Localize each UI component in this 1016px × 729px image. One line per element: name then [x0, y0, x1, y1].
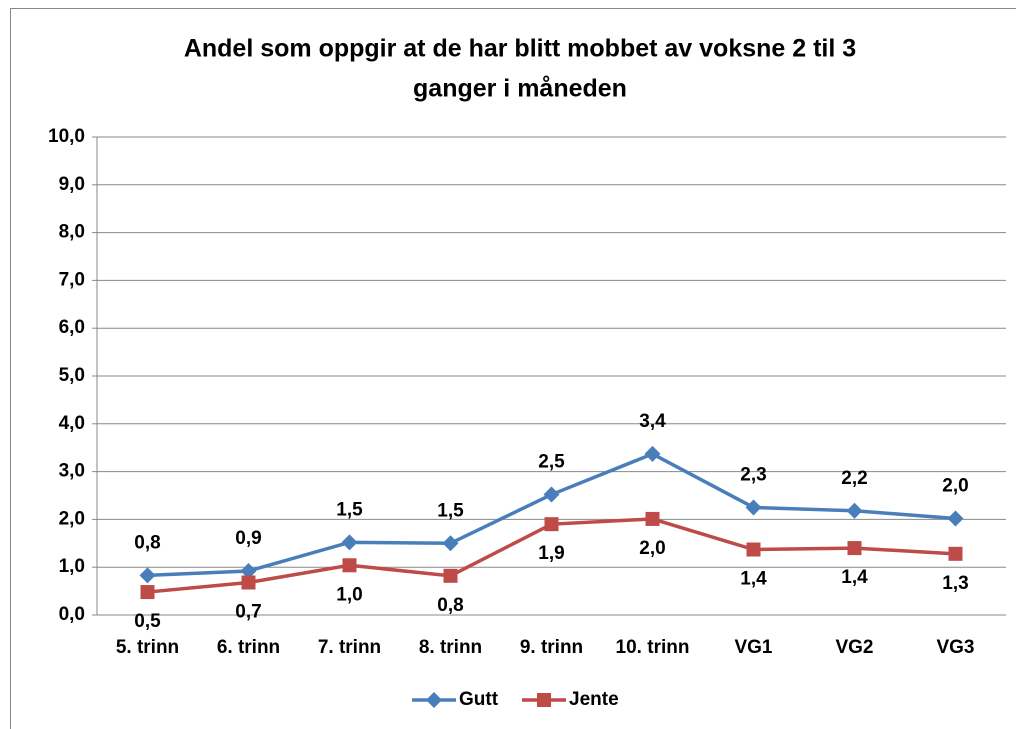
y-tick-label: 5,0	[59, 365, 85, 386]
data-label: 1,5	[437, 500, 464, 521]
data-label: 0,8	[437, 595, 463, 616]
x-tick-label: VG3	[936, 637, 974, 658]
y-tick-label: 10,0	[48, 126, 85, 147]
marker	[948, 546, 963, 561]
data-label: 2,2	[841, 468, 867, 489]
y-tick-label: 8,0	[59, 222, 85, 243]
y-tick-label: 6,0	[59, 317, 85, 338]
chart-title: ganger i måneden	[413, 75, 627, 103]
data-label: 0,8	[134, 532, 160, 553]
x-tick-label: 8. trinn	[419, 637, 482, 658]
marker	[543, 486, 560, 503]
marker	[341, 534, 358, 551]
marker	[947, 510, 964, 527]
x-tick-label: 10. trinn	[616, 637, 690, 658]
y-tick-label: 1,0	[59, 556, 85, 577]
y-tick-label: 4,0	[59, 413, 85, 434]
marker	[645, 511, 660, 526]
data-label: 2,0	[942, 475, 968, 496]
x-tick-label: VG2	[835, 637, 873, 658]
data-label: 1,5	[336, 499, 363, 520]
data-label: 0,5	[134, 611, 161, 632]
marker	[139, 567, 156, 584]
marker	[745, 499, 762, 516]
legend-label: Jente	[569, 689, 619, 710]
x-tick-label: 9. trinn	[520, 637, 583, 658]
marker	[443, 568, 458, 583]
marker	[846, 502, 863, 519]
data-label: 1,9	[538, 543, 564, 564]
y-tick-label: 3,0	[59, 461, 85, 482]
data-label: 0,9	[235, 528, 261, 549]
x-tick-label: 6. trinn	[217, 637, 280, 658]
chart-frame	[10, 8, 1016, 729]
x-tick-label: 5. trinn	[116, 637, 179, 658]
y-tick-label: 2,0	[59, 508, 85, 529]
marker	[426, 692, 442, 708]
legend-label: Gutt	[459, 689, 499, 710]
y-tick-label: 7,0	[59, 269, 85, 290]
data-label: 2,3	[740, 464, 766, 485]
y-tick-label: 9,0	[59, 174, 85, 195]
marker	[342, 558, 357, 573]
data-label: 1,4	[841, 567, 868, 588]
x-tick-label: VG1	[734, 637, 772, 658]
data-label: 1,3	[942, 573, 968, 594]
data-label: 1,0	[336, 584, 362, 605]
data-label: 2,5	[538, 452, 565, 473]
marker	[847, 541, 862, 556]
chart-title: Andel som oppgir at de har blitt mobbet …	[184, 35, 856, 63]
data-label: 3,4	[639, 411, 666, 432]
data-label: 0,7	[235, 602, 261, 623]
y-tick-label: 0,0	[59, 604, 85, 625]
marker	[442, 535, 459, 552]
marker	[140, 585, 155, 600]
marker	[544, 517, 559, 532]
marker	[241, 575, 256, 590]
marker	[240, 563, 257, 580]
marker	[537, 693, 551, 707]
marker	[746, 542, 761, 557]
x-tick-label: 7. trinn	[318, 637, 381, 658]
marker	[644, 445, 661, 462]
data-label: 2,0	[639, 538, 665, 559]
data-label: 1,4	[740, 569, 767, 590]
